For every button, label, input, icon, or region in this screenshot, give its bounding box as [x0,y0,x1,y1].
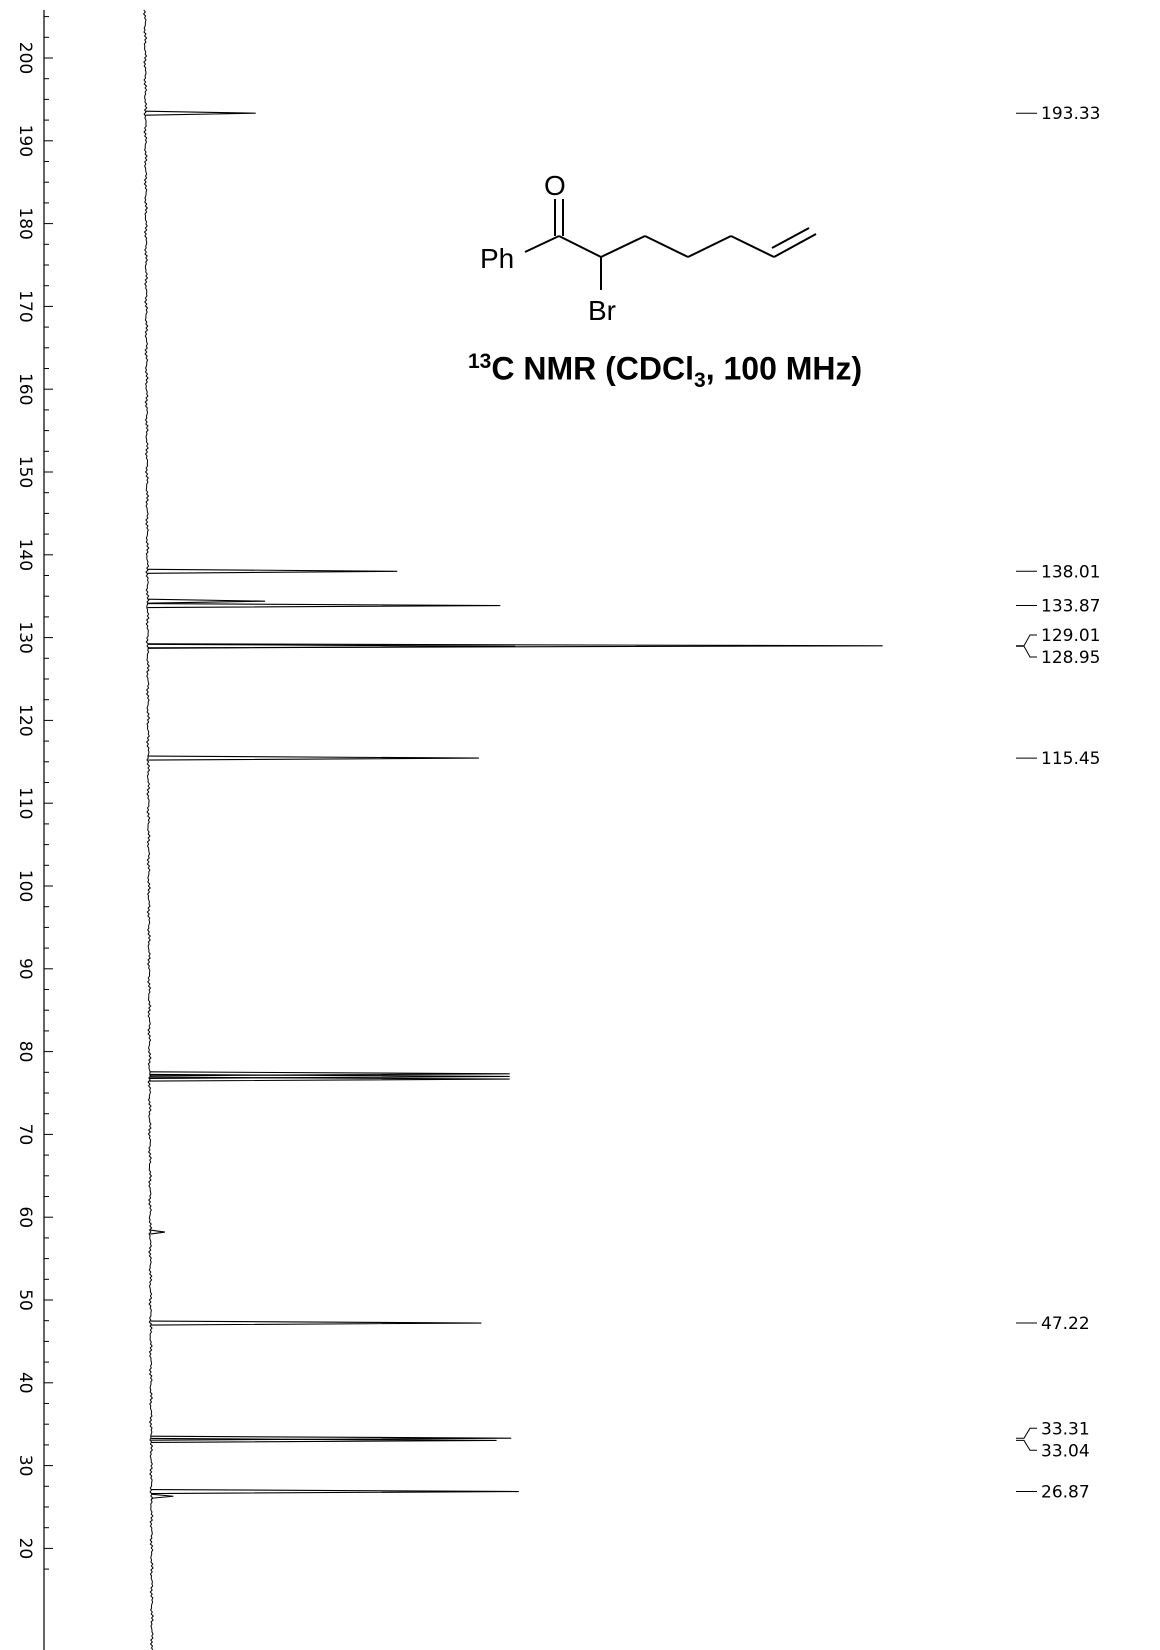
chart-title: 13C NMR (CDCl3, 100 MHz) [468,350,968,393]
spectrum-peak [150,1229,165,1235]
peak-label: 33.04 [1041,1441,1090,1461]
peak-label: 193.33 [1041,104,1100,124]
spectrum-peak [148,755,479,761]
title-subscript: 3 [694,369,706,393]
tick-label: 160 [15,373,35,405]
spectrum-peak [149,1076,510,1082]
peak-label-leader [1016,1427,1037,1439]
spectrum-trace [142,9,883,1650]
peak-label: 115.45 [1041,749,1100,769]
tick-label: 70 [15,1124,35,1146]
title-mass-number: 13 [468,350,492,373]
spectrum-peak [145,110,256,116]
tick-label: 130 [15,621,35,653]
spectrum-peak [151,1437,497,1443]
tick-label: 20 [15,1538,35,1560]
alkene-double-bond [771,227,810,249]
alkene-bond [773,233,817,258]
spectrum-peak [147,598,266,604]
spectrum-peak [147,568,398,574]
tick-label: 30 [15,1455,35,1477]
tick-label: 150 [15,456,35,488]
spectrum-peak [147,643,516,649]
baseline [142,9,154,1650]
tick-label: 170 [15,290,35,322]
tick-label: 190 [15,125,35,157]
bond-chain-1 [600,235,646,258]
peak-label: 33.31 [1041,1419,1090,1439]
tick-label: 60 [15,1206,35,1228]
tick-label: 50 [15,1289,35,1311]
oxygen-label: O [544,170,566,201]
tick-label: 200 [15,42,35,74]
peak-label: 47.22 [1041,1314,1090,1334]
tick-label: 90 [15,958,35,980]
spectrum-peak [151,1488,519,1495]
title-prefix: C NMR (CDCl [491,350,694,387]
peak-label-leader [1016,645,1037,658]
peak-label: 26.87 [1041,1483,1090,1503]
bromine-label: Br [588,295,616,326]
peak-label-leader [1016,634,1037,647]
phenyl-label: Ph [480,243,514,274]
bond-chain-4 [730,235,775,258]
tick-label: 180 [15,207,35,239]
tick-label: 100 [15,870,35,902]
tick-label: 110 [15,787,35,819]
tick-label: 80 [15,1041,35,1063]
spectrum-peak [150,1320,482,1326]
peak-label: 138.01 [1041,562,1100,582]
tick-label: 120 [15,704,35,736]
title-suffix: , 100 MHz) [705,350,863,387]
ppm-axis: 200 190 180 170 160 150 140 130 120 110 100 90 80 70 6… [15,10,53,1650]
bond-chain-2 [644,235,689,258]
peak-label: 133.87 [1041,597,1100,617]
peak-label: 129.01 [1041,626,1100,646]
spectrum-peak [151,1493,174,1499]
bond-carbonyl-cbr [558,235,602,258]
bond-ph-carbonyl [524,235,560,253]
tick-label: 140 [15,539,35,571]
peak-label: 128.95 [1041,648,1100,668]
molecule-structure [524,199,817,290]
tick-label: 40 [15,1372,35,1394]
peak-label-leader [1016,1439,1037,1451]
spectrum-peak [147,603,501,609]
bond-chain-3 [687,235,732,258]
